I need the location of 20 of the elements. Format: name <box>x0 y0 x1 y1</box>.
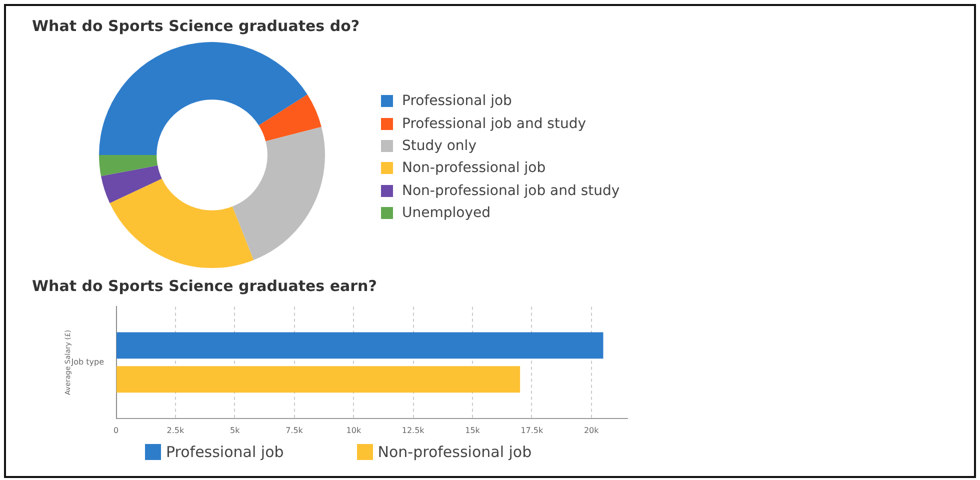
x-tick-label: 2.5k <box>166 426 184 435</box>
legend-label: Study only <box>402 138 476 154</box>
x-tick-label: 0 <box>113 426 119 435</box>
x-tick-label: 17.5k <box>520 426 544 435</box>
y-tick-label: Job type <box>70 357 104 366</box>
x-tick-label: 7.5k <box>286 426 304 435</box>
legend-label: Professional job <box>166 443 284 461</box>
x-tick-label: 15k <box>465 426 480 435</box>
x-tick-label: 5k <box>230 426 240 435</box>
legend-label: Professional job <box>402 93 512 110</box>
legend-label: Unemployed <box>402 205 490 222</box>
x-tick-label: 10k <box>346 426 362 435</box>
legend-label: Non-professional job <box>378 443 532 461</box>
x-tick-label: 20k <box>584 426 600 435</box>
legend-label: Non-professional job and study <box>402 182 620 199</box>
x-tick-label: 12.5k <box>402 426 425 435</box>
chart-title: What do Sports Science graduates earn? <box>32 277 377 295</box>
legend-label: Non-professional job <box>402 160 546 176</box>
chart-title: What do Sports Science graduates do? <box>32 17 360 35</box>
legend-label: Professional job and study <box>402 116 586 132</box>
